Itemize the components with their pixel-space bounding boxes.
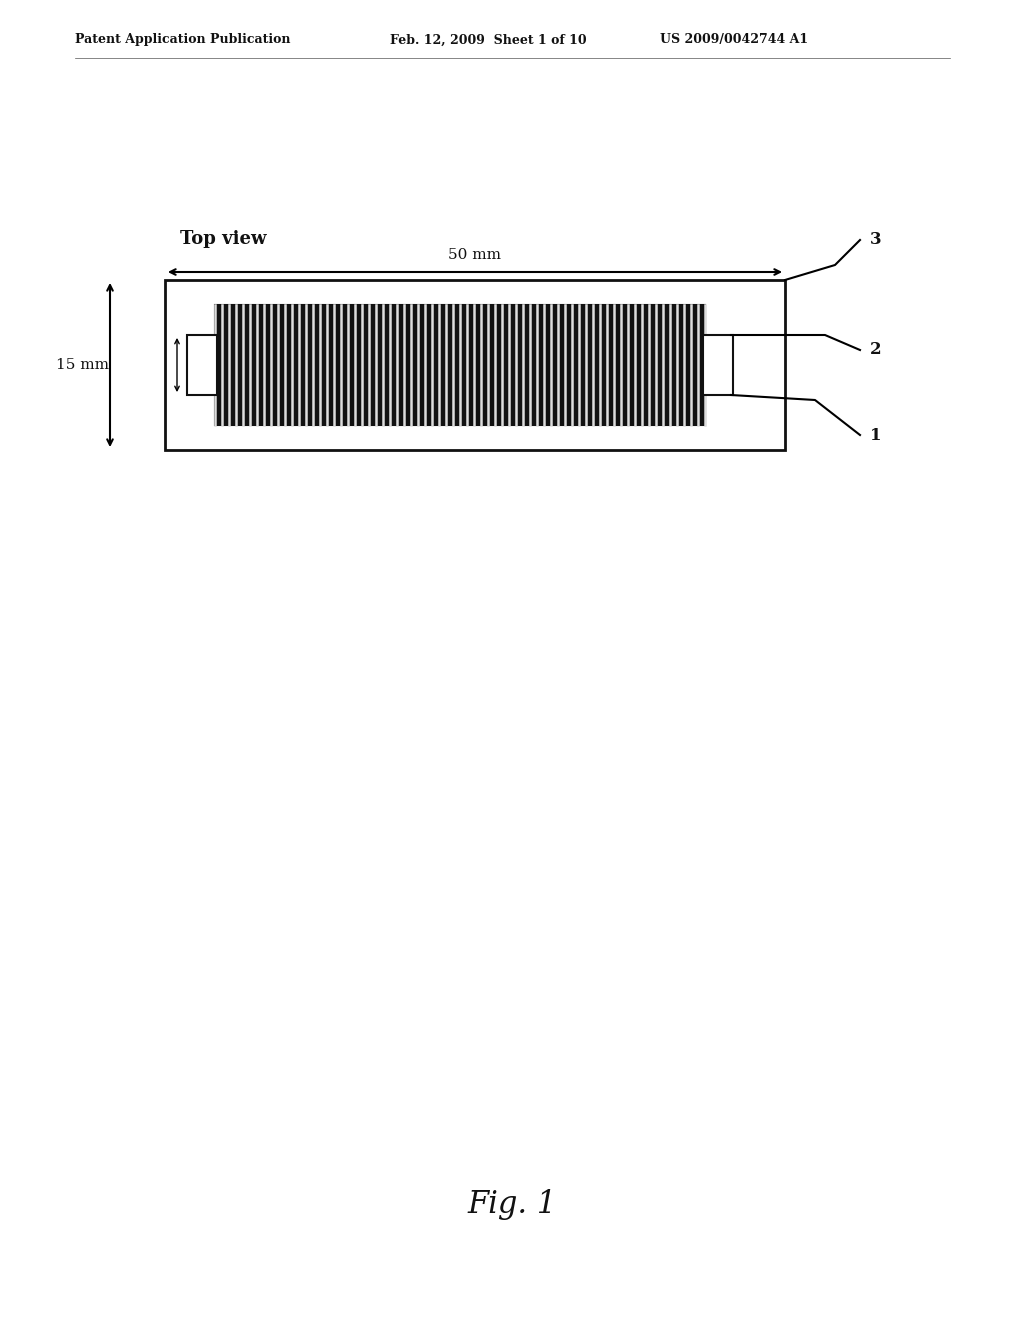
Text: 1: 1 [870, 426, 882, 444]
Text: 3: 3 [870, 231, 882, 248]
Text: 2: 2 [870, 342, 882, 359]
Text: 15 mm: 15 mm [55, 358, 109, 372]
Text: Patent Application Publication: Patent Application Publication [75, 33, 291, 46]
Text: 50 mm: 50 mm [449, 248, 502, 261]
Text: Top view: Top view [180, 230, 266, 248]
Text: 3 mm: 3 mm [195, 359, 230, 371]
Bar [215, 305, 705, 425]
Text: Fig. 1: Fig. 1 [467, 1189, 557, 1221]
Bar [703, 335, 733, 395]
Bar [165, 280, 785, 450]
Bar [187, 335, 217, 395]
Text: US 2009/0042744 A1: US 2009/0042744 A1 [660, 33, 808, 46]
Text: Feb. 12, 2009  Sheet 1 of 10: Feb. 12, 2009 Sheet 1 of 10 [390, 33, 587, 46]
